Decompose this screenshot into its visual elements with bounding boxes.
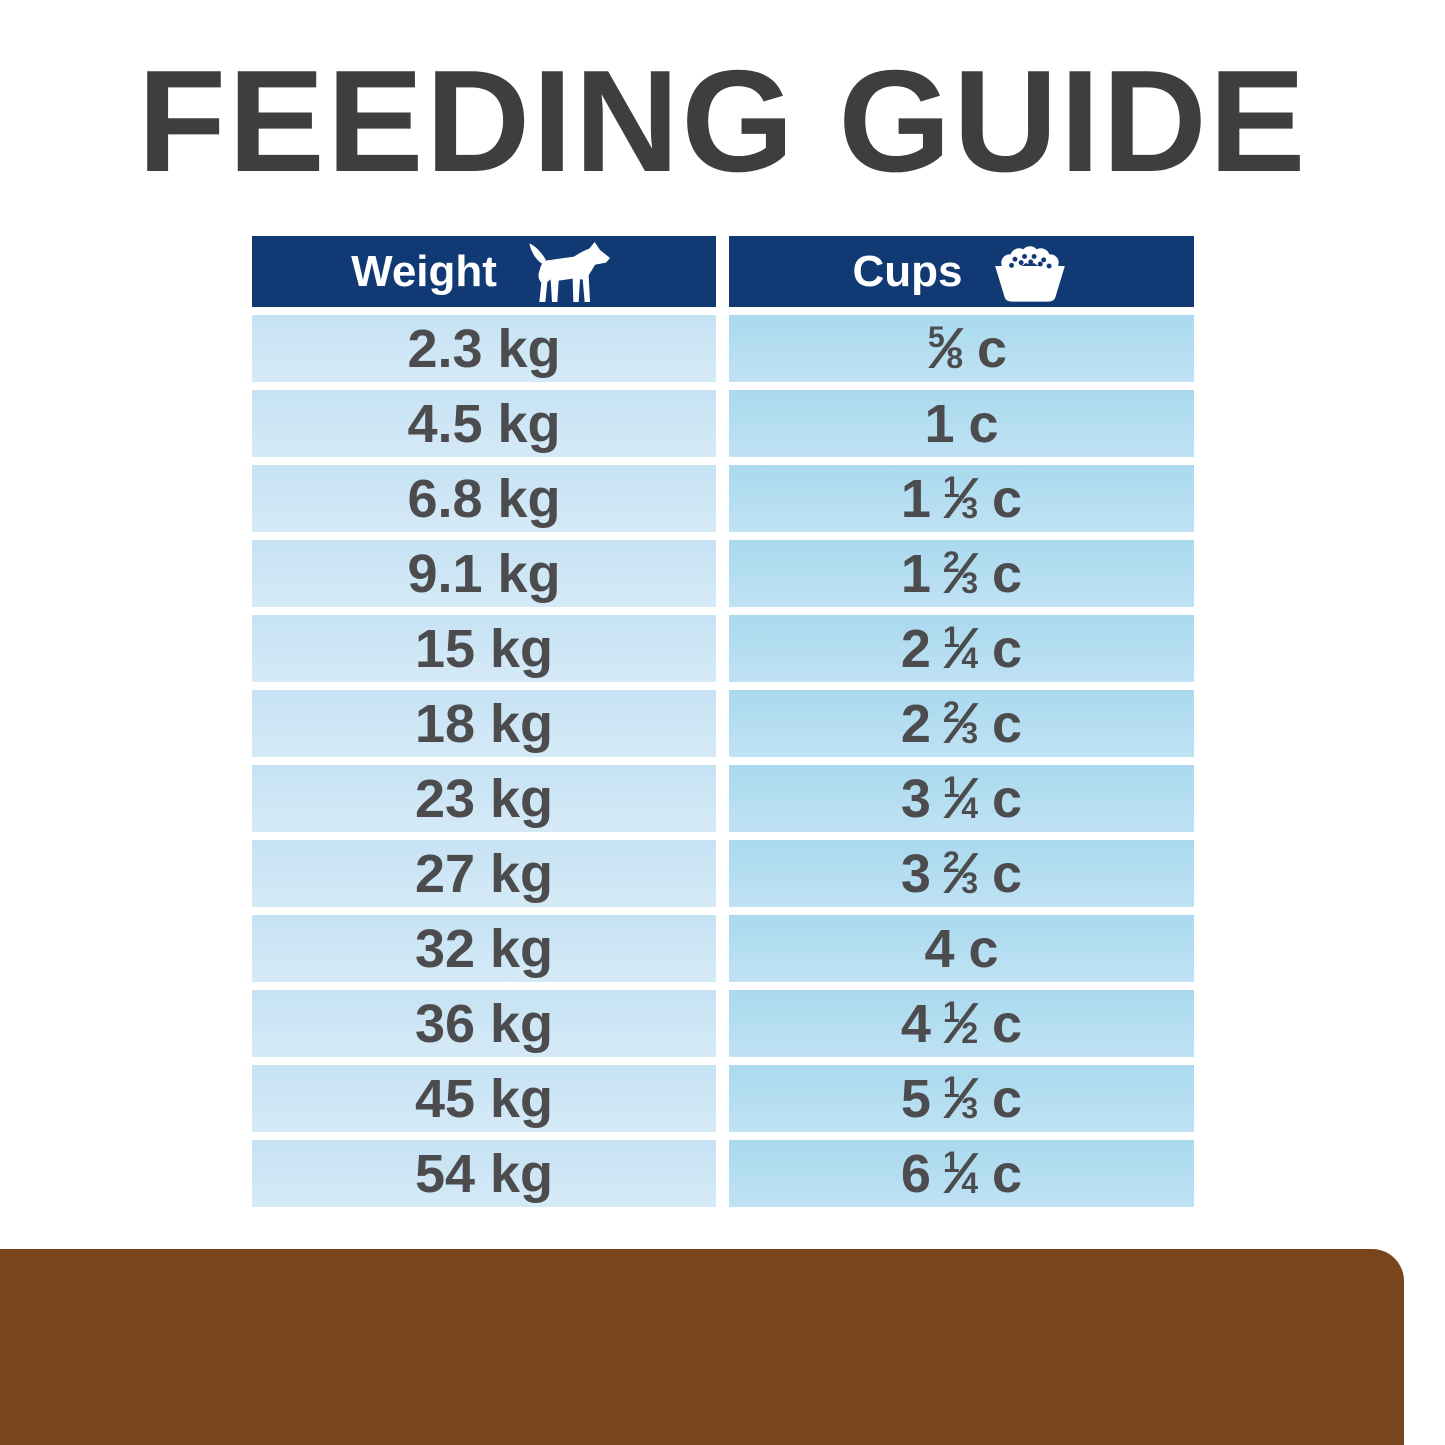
weight-value: 54 kg (414, 1143, 554, 1204)
cups-fraction: 2⁄3 (942, 540, 979, 606)
cups-column-header: Cups (729, 236, 1194, 307)
cups-unit: c (968, 393, 999, 454)
weight-cell: 27 kg (252, 840, 716, 907)
weight-value: 15 kg (414, 618, 554, 679)
table-row: 6.8 kg 1 1⁄3 c (252, 465, 1194, 532)
table-row: 18 kg 2 2⁄3 c (252, 690, 1194, 757)
cups-fraction: 1⁄2 (942, 990, 979, 1056)
cups-unit: c (992, 768, 1023, 829)
cups-whole-number: 1 (900, 468, 931, 529)
cups-cell: 3 1⁄4 c (729, 765, 1194, 832)
table-row: 36 kg 4 1⁄2 c (252, 990, 1194, 1057)
weight-value: 45 kg (414, 1068, 554, 1129)
food-bowl-icon (989, 240, 1071, 303)
table-row: 9.1 kg 1 2⁄3 c (252, 540, 1194, 607)
weight-cell: 54 kg (252, 1140, 716, 1207)
weight-value: 36 kg (414, 993, 554, 1054)
cups-unit: c (992, 543, 1023, 604)
cups-cell: 5 1⁄3 c (729, 1065, 1194, 1132)
weight-cell: 23 kg (252, 765, 716, 832)
cups-cell: 3 2⁄3 c (729, 840, 1194, 907)
cups-whole-number: 4 (924, 918, 955, 979)
cups-unit: c (992, 468, 1023, 529)
weight-cell: 18 kg (252, 690, 716, 757)
table-row: 45 kg 5 1⁄3 c (252, 1065, 1194, 1132)
table-header-row: Weight Cups (252, 236, 1194, 307)
cups-whole-number: 3 (900, 768, 931, 829)
cups-whole-number: 6 (900, 1143, 931, 1204)
weight-cell: 4.5 kg (252, 390, 716, 457)
cups-whole-number: 3 (900, 843, 931, 904)
weight-cell: 15 kg (252, 615, 716, 682)
cups-whole-number: 5 (900, 1068, 931, 1129)
weight-cell: 32 kg (252, 915, 716, 982)
cups-unit: c (977, 318, 1008, 379)
cups-unit: c (992, 843, 1023, 904)
weight-header-label: Weight (351, 246, 497, 296)
table-row: 15 kg 2 1⁄4 c (252, 615, 1194, 682)
cups-fraction: 2⁄3 (942, 840, 979, 906)
dog-icon (523, 240, 617, 304)
weight-value: 32 kg (414, 918, 554, 979)
weight-value: 9.1 kg (407, 543, 561, 604)
page-title: FEEDING GUIDE (137, 40, 1308, 202)
cups-cell: 2 1⁄4 c (729, 615, 1194, 682)
table-row: 23 kg 3 1⁄4 c (252, 765, 1194, 832)
weight-value: 23 kg (414, 768, 554, 829)
cups-fraction: 1⁄3 (942, 465, 979, 531)
cups-cell: 5⁄8 c (729, 315, 1194, 382)
cups-fraction: 1⁄4 (942, 765, 979, 831)
feeding-table: Weight Cups (252, 236, 1194, 1215)
cups-header-label: Cups (852, 246, 963, 296)
weight-cell: 36 kg (252, 990, 716, 1057)
cups-fraction: 2⁄3 (942, 690, 979, 756)
cups-fraction: 1⁄4 (942, 1140, 979, 1206)
cups-whole-number: 4 (900, 993, 931, 1054)
weight-value: 4.5 kg (407, 393, 561, 454)
weight-value: 18 kg (414, 693, 554, 754)
cups-unit: c (992, 1143, 1023, 1204)
cups-whole-number: 1 (900, 543, 931, 604)
cups-unit: c (992, 618, 1023, 679)
weight-cell: 6.8 kg (252, 465, 716, 532)
weight-column-header: Weight (252, 236, 716, 307)
brown-footer-band (0, 1249, 1404, 1445)
cups-fraction: 1⁄3 (942, 1065, 979, 1131)
table-row: 27 kg 3 2⁄3 c (252, 840, 1194, 907)
table-row: 54 kg 6 1⁄4 c (252, 1140, 1194, 1207)
cups-whole-number: 2 (900, 693, 931, 754)
weight-value: 27 kg (414, 843, 554, 904)
cups-cell: 2 2⁄3 c (729, 690, 1194, 757)
cups-unit: c (992, 693, 1023, 754)
table-row: 2.3 kg 5⁄8 c (252, 315, 1194, 382)
cups-unit: c (992, 993, 1023, 1054)
cups-cell: 1 2⁄3 c (729, 540, 1194, 607)
cups-unit: c (968, 918, 999, 979)
weight-cell: 45 kg (252, 1065, 716, 1132)
cups-fraction: 1⁄4 (942, 615, 979, 681)
cups-unit: c (992, 1068, 1023, 1129)
weight-cell: 2.3 kg (252, 315, 716, 382)
cups-whole-number: 2 (900, 618, 931, 679)
weight-cell: 9.1 kg (252, 540, 716, 607)
cups-cell: 6 1⁄4 c (729, 1140, 1194, 1207)
weight-value: 6.8 kg (407, 468, 561, 529)
cups-fraction: 5⁄8 (927, 315, 963, 381)
weight-value: 2.3 kg (407, 318, 561, 379)
cups-whole-number: 1 (924, 393, 955, 454)
cups-cell: 4 1⁄2 c (729, 990, 1194, 1057)
cups-cell: 1 1⁄3 c (729, 465, 1194, 532)
